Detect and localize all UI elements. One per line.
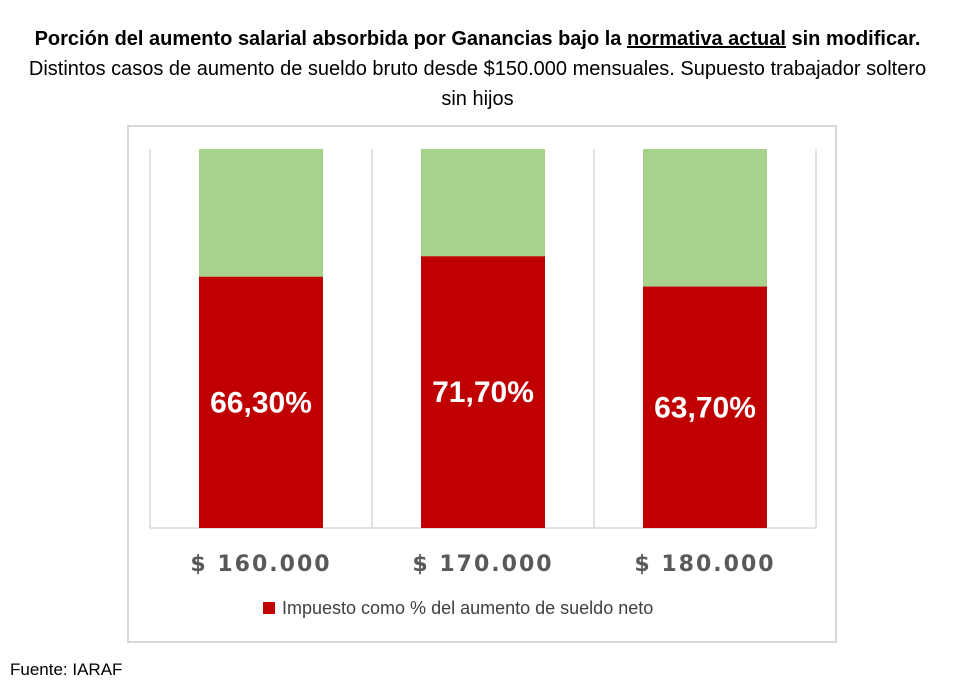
x-tick-label: $ 160.000	[190, 552, 331, 577]
chart-title: Porción del aumento salarial absorbida p…	[20, 24, 935, 114]
bar-segment-rest	[199, 149, 323, 277]
legend-label: Impuesto como % del aumento de sueldo ne…	[282, 598, 653, 618]
bar-segment-tax	[643, 286, 767, 528]
legend-swatch	[263, 602, 275, 614]
data-label: 71,70%	[432, 376, 534, 409]
title-subtitle: Distintos casos de aumento de sueldo bru…	[28, 58, 927, 110]
x-tick-label: $ 180.000	[634, 552, 775, 577]
bar-segment-tax	[199, 276, 323, 528]
title-bold-2: sin modificar.	[785, 28, 921, 50]
title-underlined: normativa actual	[626, 28, 786, 50]
bar-segment-rest	[643, 149, 767, 287]
data-label: 66,30%	[210, 386, 312, 419]
data-label: 63,70%	[654, 391, 756, 424]
x-tick-label: $ 170.000	[412, 552, 553, 577]
title-bold-1: Porción del aumento salarial absorbida p…	[34, 28, 627, 50]
source-note: Fuente: IARAF	[10, 660, 123, 679]
bar-segment-rest	[421, 149, 545, 257]
bar-segment-tax	[421, 256, 545, 528]
